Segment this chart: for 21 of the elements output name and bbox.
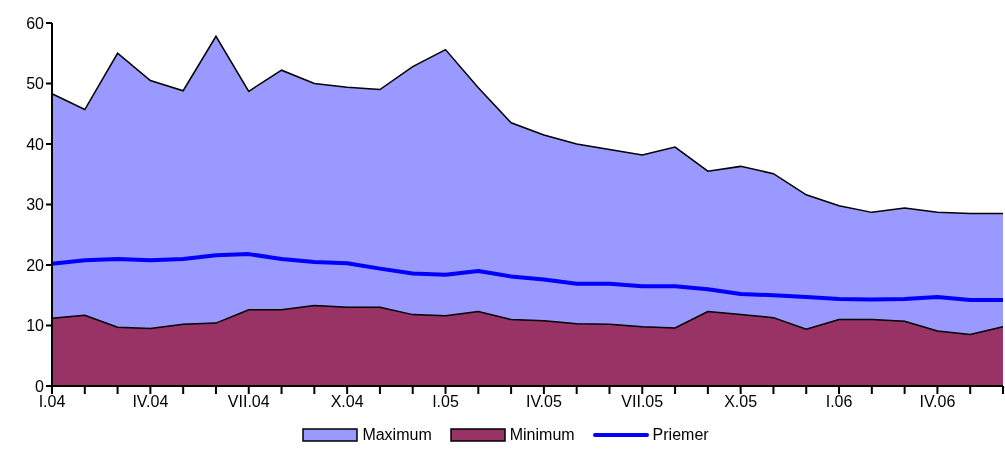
x-tick-label: I.06 (825, 393, 853, 411)
x-tick-label: IV.05 (525, 393, 562, 411)
legend-label: Priemer (651, 426, 709, 444)
x-tick-label: I.04 (38, 393, 66, 411)
x-tick-label: VII.04 (227, 393, 270, 411)
y-tick-label: 10 (26, 317, 45, 335)
y-tick-label: 20 (26, 256, 45, 274)
line-series (50, 252, 1005, 303)
y-tick-label: 0 (35, 377, 45, 395)
x-tick-label: VII.05 (621, 393, 664, 411)
x-tick-label: IV.04 (132, 393, 169, 411)
x-tick-label: I.05 (432, 393, 459, 411)
y-tick-label: 50 (26, 75, 45, 93)
y-tick-label: 60 (26, 14, 45, 32)
x-tick-label: X.05 (724, 393, 758, 411)
y-tick-label: 30 (26, 196, 45, 214)
legend-label: Minimum (508, 426, 575, 444)
x-tick-label: X.04 (330, 393, 364, 411)
legend-label: Maximum (361, 426, 432, 444)
y-tick-label: 40 (26, 135, 45, 153)
x-tick-label: IV.06 (919, 393, 956, 411)
